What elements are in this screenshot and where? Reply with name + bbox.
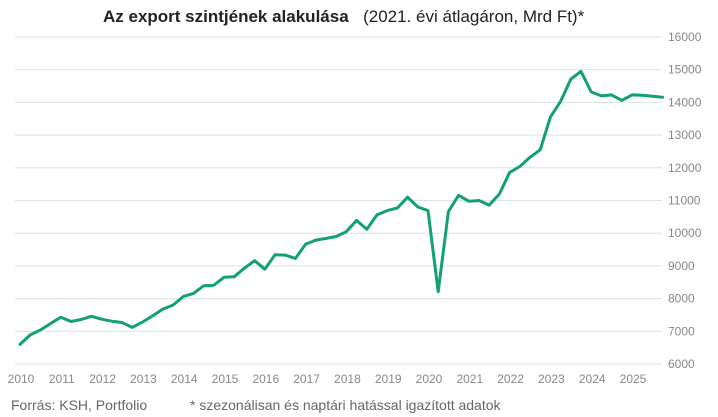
x-tick-label: 2025	[620, 372, 647, 386]
y-tick-label: 8000	[668, 292, 695, 306]
footnote: * szezonálisan és naptári hatással igazí…	[190, 397, 502, 413]
x-tick-label: 2011	[49, 372, 75, 386]
y-tick-label: 15000	[668, 63, 702, 77]
y-tick-label: 11000	[668, 194, 701, 208]
x-tick-label: 2020	[416, 372, 443, 386]
y-tick-label: 6000	[668, 357, 695, 371]
x-tick-label: 2013	[130, 372, 157, 386]
x-tick-label: 2019	[375, 372, 402, 386]
y-tick-label: 7000	[668, 324, 695, 338]
source-note: Forrás: KSH, Portfolio	[11, 397, 147, 413]
x-axis-ticks: 2010 2011 2012 2013 2014 2015 2016 2017 2018 2019…	[8, 372, 647, 386]
x-tick-label: 2023	[538, 372, 565, 386]
x-tick-label: 2024	[579, 372, 606, 386]
y-tick-label: 13000	[668, 128, 702, 142]
x-tick-label: 2016	[252, 372, 279, 386]
x-tick-label: 2018	[334, 372, 361, 386]
x-tick-label: 2012	[89, 372, 116, 386]
series-group	[18, 69, 665, 346]
y-axis-ticks: 6000 7000 8000 9000 10000 11000 12000 13000 1400…	[668, 30, 702, 371]
chart-subtitle: (2021. évi átlagáron, Mrd Ft)*	[363, 7, 584, 26]
x-tick-label: 2022	[497, 372, 524, 386]
x-tick-label: 2010	[8, 372, 35, 386]
y-tick-label: 10000	[668, 226, 702, 240]
x-tick-label: 2014	[171, 372, 198, 386]
chart-title: Az export szintjének alakulása	[103, 7, 349, 26]
y-tick-label: 14000	[668, 95, 702, 109]
y-tick-label: 16000	[668, 30, 702, 44]
chart-title-group: Az export szintjének alakulása (2021. év…	[103, 7, 585, 26]
x-tick-label: 2017	[293, 372, 320, 386]
gridlines	[15, 36, 662, 365]
x-tick-label: 2021	[456, 372, 483, 386]
y-tick-label: 12000	[668, 161, 702, 175]
series-line-export	[18, 69, 665, 346]
x-tick-label: 2015	[212, 372, 239, 386]
y-tick-label: 9000	[668, 259, 695, 273]
